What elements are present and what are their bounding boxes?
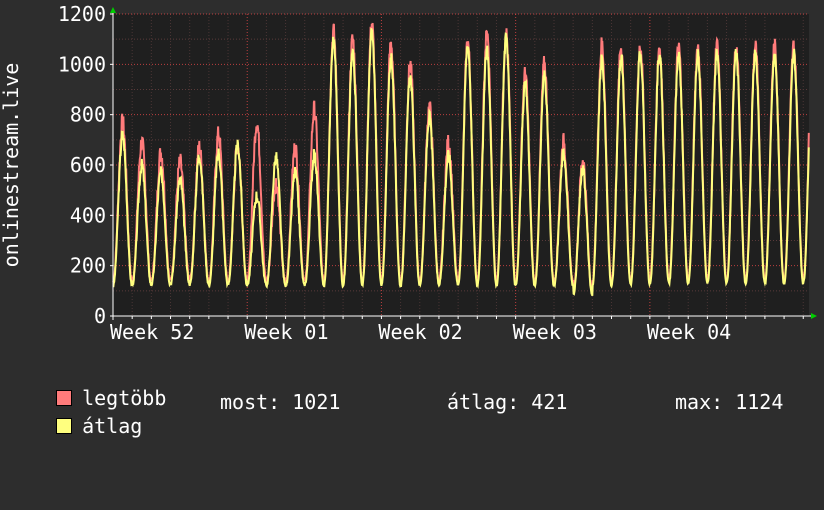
stat-now: most: 1021: [220, 390, 341, 414]
y-tick-label: 400: [70, 203, 106, 227]
y-tick-label: 1200: [58, 2, 106, 26]
legend-max-label: legtöbb: [82, 386, 167, 410]
y-axis-label: onlinestream.live: [0, 63, 23, 268]
x-tick-label: Week 52: [110, 320, 194, 344]
chart-canvas: 0 200 400 600 800 1000 1200 Week 52 Week 01 Week …: [0, 2, 817, 344]
y-tick-label: 200: [70, 254, 106, 278]
x-tick-label: Week 04: [647, 320, 731, 344]
y-tick-label: 800: [70, 103, 106, 127]
x-tick-label: Week 02: [378, 320, 462, 344]
traffic-chart: 0 200 400 600 800 1000 1200 Week 52 Week 01 Week …: [0, 2, 817, 344]
x-tick-label: Week 01: [244, 320, 328, 344]
x-axis-arrow-icon: [811, 313, 817, 319]
legend-max-swatch: [56, 390, 73, 406]
y-tick-label: 1000: [58, 52, 106, 76]
legend-avg-label: átlag: [82, 414, 143, 438]
legend-max: legtöbb: [32, 362, 166, 410]
stat-average: átlag: 421: [447, 390, 568, 414]
stat-max: max: 1124: [675, 390, 784, 414]
x-tick-label: Week 03: [513, 320, 597, 344]
series-line-avg: [112, 28, 810, 297]
y-axis-arrow-icon: [110, 7, 116, 13]
y-tick-label: 600: [70, 153, 106, 177]
legend-avg-swatch: [56, 418, 73, 434]
y-tick-label: 0: [94, 304, 106, 328]
legend-avg: átlag most: 1021 átlag: 421 max: 1124: [32, 390, 822, 438]
